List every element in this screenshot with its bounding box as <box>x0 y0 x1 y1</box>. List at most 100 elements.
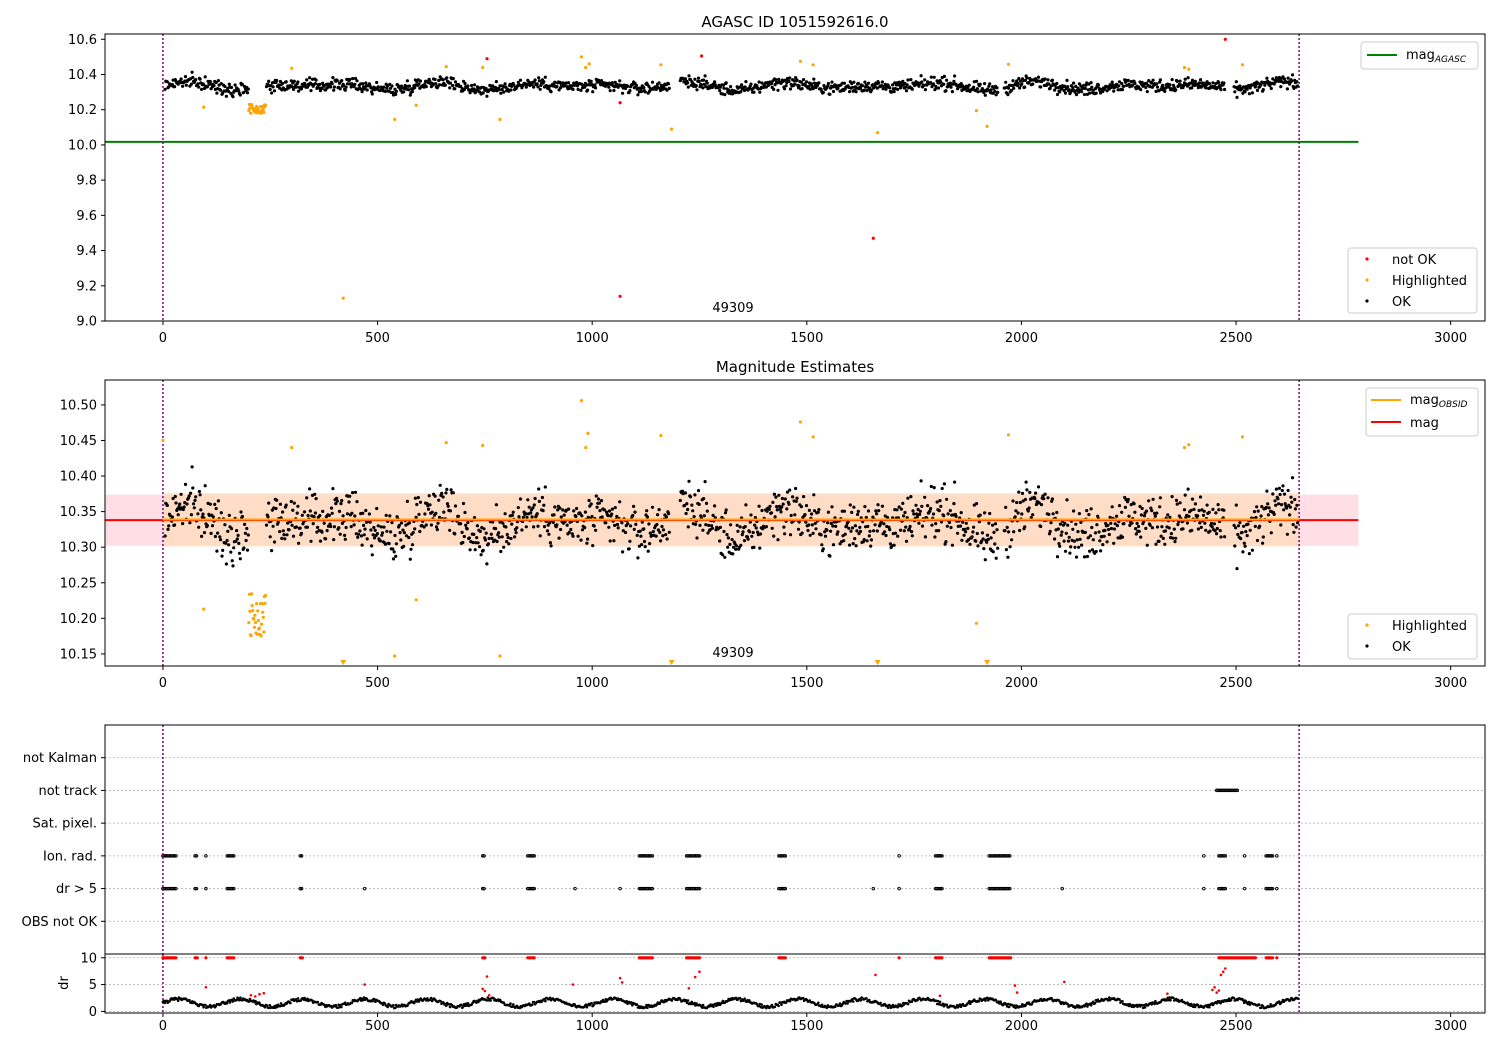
ok-point <box>552 513 556 517</box>
ok-point <box>292 79 296 83</box>
ok-point <box>906 496 910 500</box>
ok-point <box>996 546 1000 550</box>
dr-point <box>1165 999 1169 1002</box>
ok-point <box>540 495 545 500</box>
ok-point <box>842 81 847 85</box>
ok-point <box>1201 513 1206 517</box>
ok-point <box>888 528 892 532</box>
ok-point <box>820 543 824 547</box>
ok-point <box>729 523 733 527</box>
flag-marker <box>482 886 486 891</box>
highlighted-point <box>251 609 255 613</box>
ok-point <box>1223 535 1227 539</box>
ok-point <box>933 535 937 539</box>
ok-point <box>826 81 831 86</box>
ok-point <box>426 507 431 511</box>
ok-point <box>289 499 293 504</box>
ok-point <box>170 515 174 519</box>
ok-point <box>783 78 787 82</box>
flag-marker <box>232 854 236 858</box>
ok-point <box>822 84 826 88</box>
ok-point <box>390 521 394 525</box>
ok-point <box>515 526 519 530</box>
ok-point <box>353 490 358 494</box>
ok-point <box>847 526 851 530</box>
ok-point <box>695 536 699 540</box>
ok-point <box>755 84 759 88</box>
ok-point <box>349 85 353 89</box>
ok-point <box>1090 525 1094 530</box>
dr-point <box>228 1001 232 1004</box>
panel34-frame <box>104 724 1486 1014</box>
ok-point <box>448 81 452 85</box>
ok-point <box>332 85 336 89</box>
ok-point <box>800 531 804 535</box>
ok-point <box>361 82 365 86</box>
ok-point <box>246 87 250 91</box>
ok-point <box>485 94 489 98</box>
ok-point <box>777 493 781 497</box>
ok-point <box>1290 476 1295 480</box>
ok-point <box>813 521 817 526</box>
ok-point <box>842 539 846 543</box>
ok-point <box>920 80 924 84</box>
ok-point <box>1138 504 1142 509</box>
ok-point <box>802 78 806 82</box>
ok-point <box>628 89 632 93</box>
ok-point <box>385 529 389 533</box>
ok-point <box>553 80 557 84</box>
ok-point <box>278 530 282 534</box>
ok-point <box>1278 492 1282 497</box>
ok-point <box>947 520 952 525</box>
ok-point <box>482 527 486 531</box>
ok-point <box>665 88 669 92</box>
ok-point <box>742 539 747 543</box>
ok-point <box>974 502 979 506</box>
ok-point <box>923 78 927 82</box>
ok-point <box>532 525 536 529</box>
ok-point <box>823 530 827 534</box>
ok-point <box>320 530 324 534</box>
ok-point <box>476 541 480 545</box>
ok-point <box>428 503 432 507</box>
ok-point <box>235 529 239 533</box>
dr-point <box>945 1003 948 1006</box>
ok-point <box>537 79 542 83</box>
ok-point <box>239 510 243 514</box>
ok-point <box>360 543 364 547</box>
ok-point <box>1233 544 1237 548</box>
ok-point <box>197 489 201 494</box>
ok-point <box>525 515 529 520</box>
ok-point <box>399 521 404 525</box>
ok-point <box>930 523 934 527</box>
ok-point <box>806 528 810 533</box>
dr-flagged-point <box>1224 967 1227 970</box>
ok-point <box>1043 492 1047 496</box>
ok-point <box>623 530 628 535</box>
ok-point <box>213 534 217 539</box>
ok-point <box>1157 539 1161 544</box>
ok-point <box>1047 532 1052 536</box>
below-range-marker <box>668 660 675 665</box>
ok-point <box>1170 78 1174 82</box>
ok-point <box>730 537 734 542</box>
dr-point <box>765 1006 768 1010</box>
ok-point <box>448 86 452 90</box>
ok-point <box>1160 525 1164 529</box>
ok-point <box>961 520 965 524</box>
dr-point <box>267 1006 271 1010</box>
ok-point <box>335 499 339 503</box>
ok-point <box>451 83 455 88</box>
ok-point <box>567 507 571 511</box>
dr-point <box>1089 1003 1093 1007</box>
ok-point <box>1199 525 1203 530</box>
highlighted-point <box>584 65 588 70</box>
ok-point <box>1234 503 1238 507</box>
dr-point <box>999 1000 1002 1003</box>
ok-point <box>958 524 963 528</box>
ok-point <box>555 523 559 527</box>
dr-point <box>548 996 552 1000</box>
ok-point <box>427 494 431 498</box>
ok-point <box>505 532 509 537</box>
ok-point <box>789 513 793 518</box>
